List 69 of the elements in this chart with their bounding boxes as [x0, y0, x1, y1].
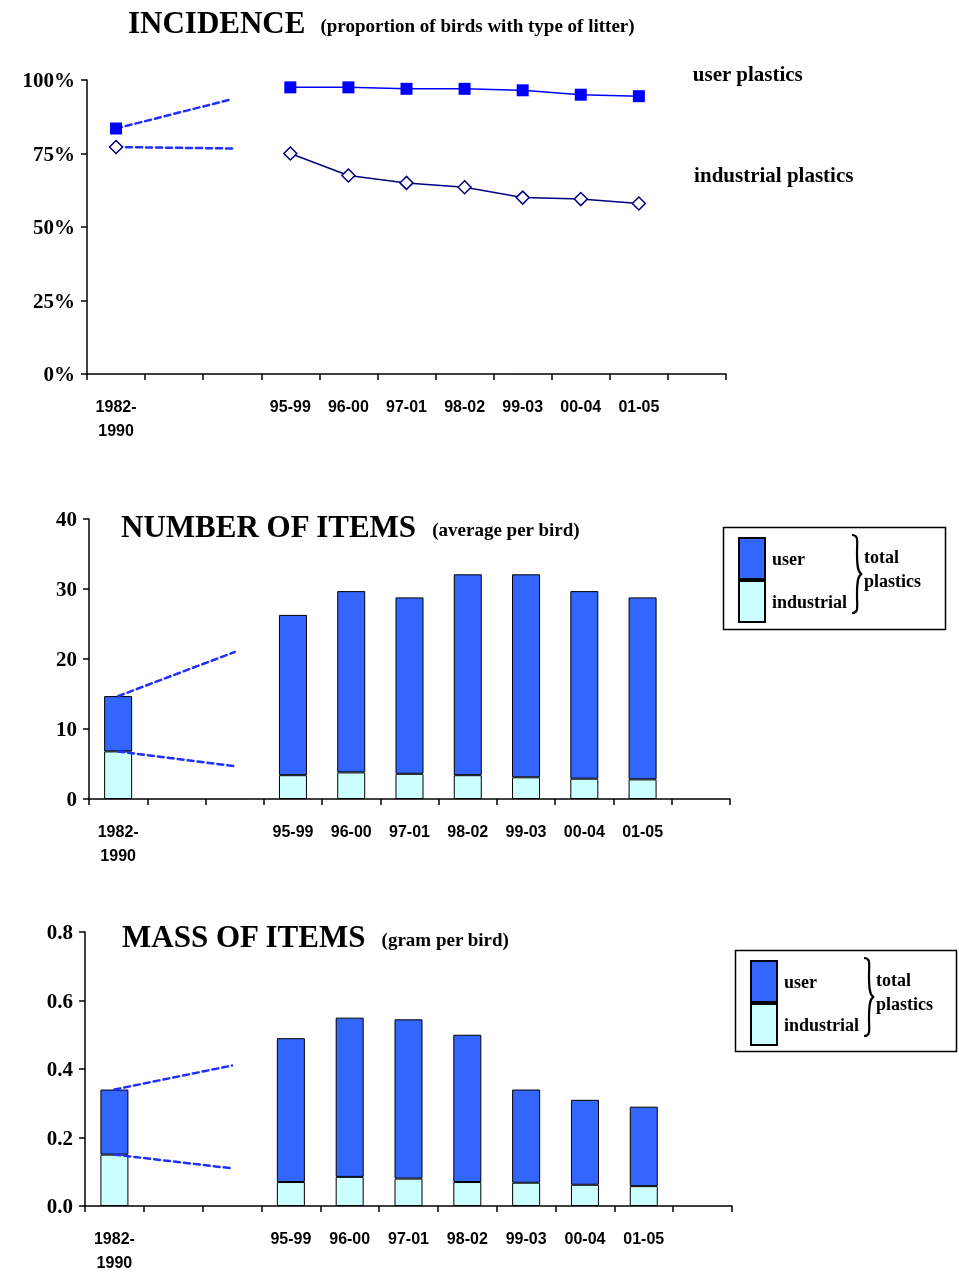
x-tick-label: 97-01 — [386, 397, 428, 415]
y-tick-label: 100% — [22, 68, 75, 92]
text: industrial plastics — [694, 163, 854, 188]
x-tick-label: 1982- 1990 — [97, 822, 139, 864]
x-tick-label: 98-02 — [447, 822, 489, 840]
x-tick-label: 96-00 — [330, 822, 372, 840]
x-tick-label: 97-01 — [389, 822, 431, 840]
x-tick-label: 95-99 — [270, 1229, 312, 1247]
x-tick-label: 01-05 — [623, 1229, 665, 1247]
legend-title: total plastics — [864, 547, 922, 591]
y-tick-label: 40 — [56, 507, 77, 531]
y-tick-label: 10 — [56, 717, 77, 741]
point — [284, 81, 297, 94]
point — [631, 196, 647, 211]
x-tick-label: 00-04 — [564, 1229, 606, 1247]
chart-title: NUMBER OF ITEMS — [121, 509, 417, 544]
point — [399, 175, 414, 191]
point — [515, 190, 530, 205]
legend-label: industrial — [772, 591, 848, 612]
y-tick-label: 50% — [33, 215, 75, 239]
x-tick-label: 98-02 — [444, 397, 486, 415]
legend-title: total plastics — [876, 970, 934, 1014]
point — [632, 90, 645, 103]
y-tick-label: 0.0 — [46, 1194, 73, 1218]
legend-label: user — [772, 548, 805, 569]
x-tick-label: 1982- 1990 — [95, 397, 137, 439]
chart-subtitle: (average per bird) — [432, 519, 580, 541]
y-tick-label: 0.4 — [46, 1057, 74, 1081]
y-tick-label: 0.6 — [46, 988, 73, 1013]
chart-title: MASS OF ITEMS — [122, 919, 366, 954]
point — [341, 168, 356, 183]
y-tick-label: 30 — [56, 577, 77, 601]
x-tick-label: 99-03 — [505, 822, 547, 840]
point — [283, 146, 298, 161]
y-tick-label: 0.2 — [46, 1125, 73, 1150]
x-tick-label: 01-05 — [618, 397, 660, 415]
y-tick-label: 0% — [43, 362, 75, 386]
point — [400, 82, 413, 95]
point — [108, 139, 124, 155]
text: user plastics — [692, 62, 803, 87]
legend-label: user — [784, 971, 817, 992]
x-tick-label: 00-04 — [560, 397, 602, 415]
chart-title: INCIDENCE — [128, 5, 306, 40]
y-tick-label: 0 — [66, 787, 77, 811]
y-tick-label: 20 — [56, 647, 77, 671]
x-tick-label: 01-05 — [622, 822, 664, 840]
x-tick-label: 95-99 — [269, 397, 311, 415]
point — [342, 81, 355, 94]
chart-subtitle: (gram per bird) — [381, 929, 509, 951]
point — [110, 122, 123, 135]
y-tick-label: 75% — [33, 141, 75, 166]
x-tick-label: 00-04 — [563, 822, 605, 840]
legend-label: industrial — [784, 1014, 860, 1035]
point — [574, 88, 587, 101]
y-tick-label: 25% — [33, 288, 75, 313]
x-tick-label: 96-00 — [327, 397, 369, 415]
x-tick-label: 98-02 — [446, 1229, 488, 1247]
x-tick-label: 1982- 1990 — [93, 1229, 135, 1271]
point — [457, 180, 472, 195]
x-tick-label: 95-99 — [272, 822, 314, 840]
point — [516, 84, 529, 97]
x-tick-label: 99-03 — [505, 1229, 547, 1247]
point — [573, 191, 589, 207]
x-tick-label: 99-03 — [502, 397, 544, 415]
x-tick-label: 97-01 — [388, 1229, 430, 1247]
y-tick-label: 0.8 — [46, 920, 73, 944]
point — [458, 82, 471, 95]
x-tick-label: 96-00 — [329, 1229, 371, 1247]
chart-subtitle: (proportion of birds with type of litter) — [320, 15, 635, 37]
